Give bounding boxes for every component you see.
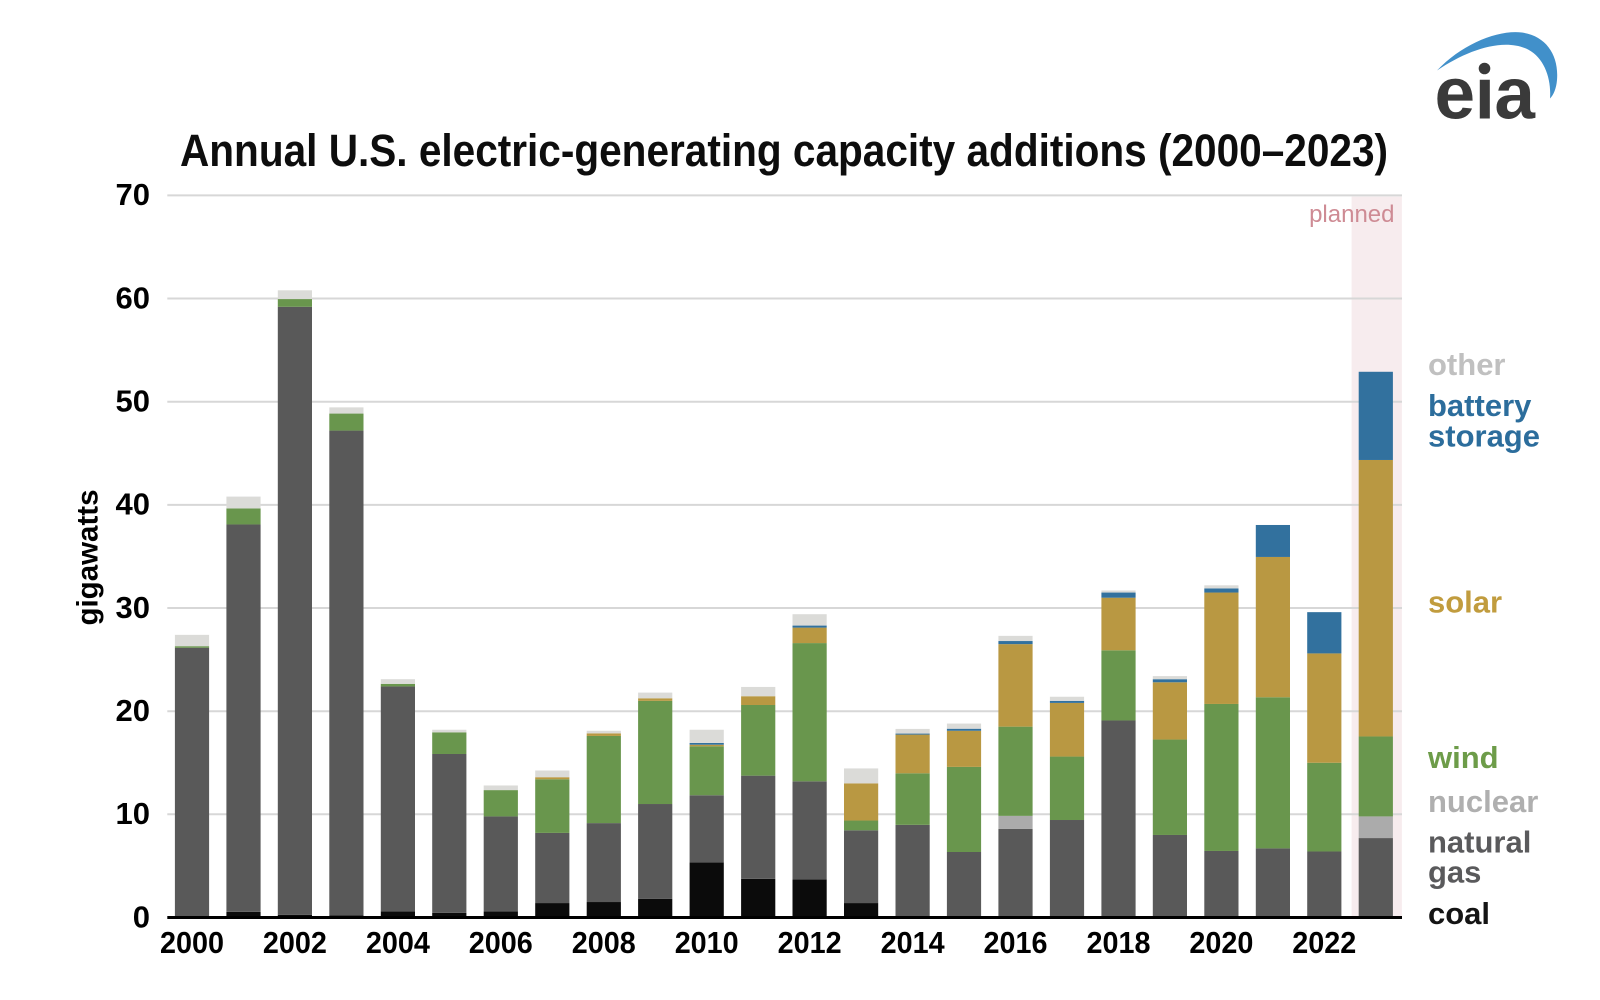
svg-text:2012: 2012 <box>778 925 842 960</box>
svg-text:2002: 2002 <box>263 925 327 960</box>
svg-text:2014: 2014 <box>881 925 946 960</box>
svg-text:50: 50 <box>116 384 150 419</box>
svg-text:other: other <box>1428 347 1506 382</box>
svg-text:20: 20 <box>116 693 150 728</box>
svg-text:2004: 2004 <box>366 925 431 960</box>
svg-text:60: 60 <box>116 280 150 315</box>
svg-text:wind: wind <box>1427 740 1499 775</box>
svg-text:2006: 2006 <box>469 925 533 960</box>
svg-text:storage: storage <box>1428 419 1540 454</box>
svg-text:planned: planned <box>1309 201 1394 228</box>
svg-text:2000: 2000 <box>160 925 224 960</box>
svg-text:2018: 2018 <box>1087 925 1151 960</box>
svg-text:gas: gas <box>1428 855 1481 890</box>
svg-text:2008: 2008 <box>572 925 636 960</box>
svg-text:Annual U.S. electric-generatin: Annual U.S. electric-generating capacity… <box>180 125 1388 176</box>
svg-text:40: 40 <box>116 487 150 522</box>
svg-text:solar: solar <box>1428 585 1502 620</box>
svg-text:10: 10 <box>116 796 150 831</box>
svg-text:70: 70 <box>116 177 150 212</box>
svg-text:nuclear: nuclear <box>1428 784 1538 819</box>
svg-text:30: 30 <box>116 590 150 625</box>
svg-text:0: 0 <box>133 899 150 934</box>
svg-text:gigawatts: gigawatts <box>72 489 105 625</box>
svg-text:coal: coal <box>1428 896 1490 931</box>
svg-text:2010: 2010 <box>675 925 739 960</box>
svg-text:2016: 2016 <box>984 925 1048 960</box>
svg-text:2022: 2022 <box>1292 925 1356 960</box>
svg-text:natural: natural <box>1428 825 1531 860</box>
svg-text:battery: battery <box>1428 388 1532 423</box>
svg-text:2020: 2020 <box>1189 925 1253 960</box>
